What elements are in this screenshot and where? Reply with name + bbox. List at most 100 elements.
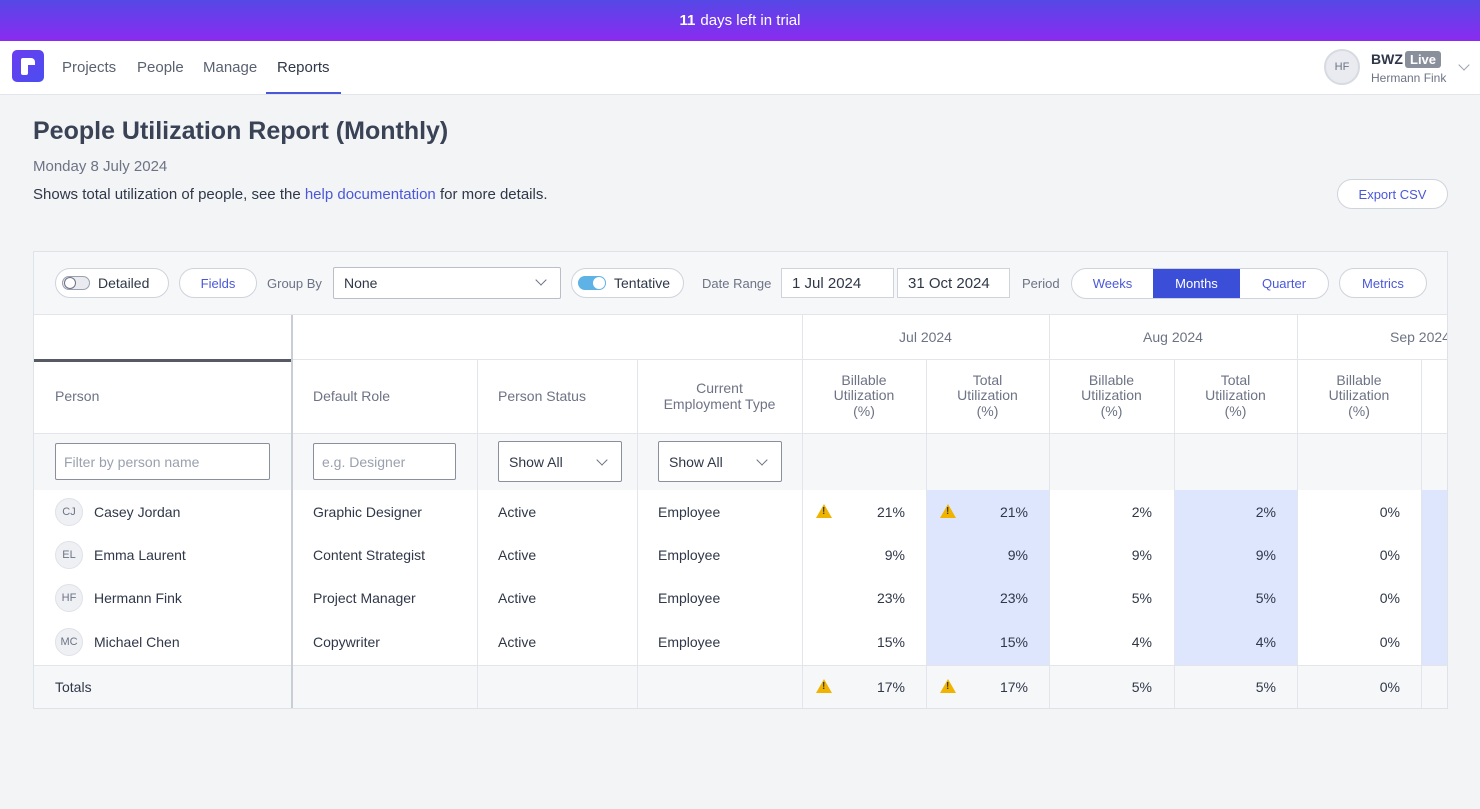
totals-sep-billable: 0% bbox=[1379, 679, 1400, 695]
sep-billable: 0% bbox=[1379, 547, 1400, 563]
report-table: Jul 2024 Aug 2024 Sep 2024 Person Defaul… bbox=[34, 315, 1448, 708]
person-name[interactable]: Hermann Fink bbox=[94, 590, 182, 606]
aug-total-highlight bbox=[1174, 490, 1297, 665]
employment-type: Employee bbox=[658, 547, 721, 563]
fields-button[interactable]: Fields bbox=[179, 268, 257, 298]
detailed-switch[interactable] bbox=[62, 276, 90, 290]
column-header-person[interactable]: Person bbox=[55, 388, 100, 404]
live-badge: Live bbox=[1405, 51, 1442, 68]
tentative-toggle[interactable]: Tentative bbox=[571, 268, 684, 298]
jul-billable: 23% bbox=[876, 590, 905, 606]
role: Graphic Designer bbox=[313, 504, 422, 520]
jul-total: 21% bbox=[999, 504, 1028, 520]
period-weeks[interactable]: Weeks bbox=[1092, 276, 1133, 291]
totals-aug-billable: 5% bbox=[1131, 679, 1152, 695]
sep-total-highlight bbox=[1421, 490, 1447, 665]
column-header-employment[interactable]: Current Employment Type bbox=[637, 359, 802, 433]
group-by-select[interactable]: None bbox=[333, 267, 561, 299]
month-header-sep: Sep 2024 bbox=[1390, 329, 1448, 345]
column-header-status[interactable]: Person Status bbox=[498, 388, 586, 404]
totals-jul-total: 17% bbox=[999, 679, 1028, 695]
employment-type: Employee bbox=[658, 504, 721, 520]
status: Active bbox=[498, 547, 537, 563]
nav-manage[interactable]: Manage bbox=[203, 59, 258, 76]
person-name[interactable]: Michael Chen bbox=[94, 634, 180, 650]
column-header-jul-billable[interactable]: Billable Utilization (%) bbox=[833, 371, 895, 419]
avatar: MC bbox=[55, 628, 83, 656]
person-filter-input[interactable]: Filter by person name bbox=[55, 443, 270, 480]
status-filter-select[interactable]: Show All bbox=[498, 441, 622, 482]
jul-total: 23% bbox=[999, 590, 1028, 606]
report-toolbar: Detailed Fields Group By None Tentative … bbox=[34, 252, 1447, 315]
account-menu-chevron-icon[interactable] bbox=[1458, 59, 1470, 71]
warning-icon bbox=[940, 504, 956, 518]
date-to-input[interactable]: 31 Oct 2024 bbox=[897, 268, 1010, 298]
account-name: BWZ bbox=[1371, 51, 1403, 67]
month-header-jul: Jul 2024 bbox=[899, 329, 952, 345]
period-months[interactable]: Months bbox=[1153, 269, 1240, 298]
status: Active bbox=[498, 590, 537, 606]
group-by-value: None bbox=[344, 275, 378, 291]
status: Active bbox=[498, 634, 537, 650]
sort-indicator bbox=[34, 359, 291, 362]
page-description: Shows total utilization of people, see t… bbox=[33, 186, 548, 203]
aug-billable: 5% bbox=[1131, 590, 1152, 606]
page-title: People Utilization Report (Monthly) bbox=[33, 117, 449, 145]
jul-billable: 15% bbox=[876, 634, 905, 650]
nav-projects[interactable]: Projects bbox=[62, 59, 117, 76]
aug-total: 4% bbox=[1255, 634, 1276, 650]
role: Project Manager bbox=[313, 590, 416, 606]
column-header-aug-total[interactable]: Total Utilization (%) bbox=[1205, 371, 1266, 419]
employment-type: Employee bbox=[658, 634, 721, 650]
tentative-switch[interactable] bbox=[578, 276, 606, 290]
aug-billable: 9% bbox=[1131, 547, 1152, 563]
person-name[interactable]: Casey Jordan bbox=[94, 504, 181, 520]
period-label: Period bbox=[1022, 276, 1060, 291]
chevron-down-icon bbox=[596, 454, 608, 466]
frozen-column-divider bbox=[291, 315, 293, 708]
column-header-sep-billable[interactable]: Billable Utilization (%) bbox=[1328, 371, 1390, 419]
page-date: Monday 8 July 2024 bbox=[33, 158, 168, 175]
nav-reports[interactable]: Reports bbox=[266, 41, 341, 94]
aug-total: 5% bbox=[1255, 590, 1276, 606]
avatar: EL bbox=[55, 541, 83, 569]
trial-days: 11 bbox=[679, 12, 696, 29]
sep-billable: 0% bbox=[1379, 590, 1400, 606]
detailed-toggle[interactable]: Detailed bbox=[55, 268, 169, 298]
user-name: Hermann Fink bbox=[1371, 71, 1447, 85]
person-name[interactable]: Emma Laurent bbox=[94, 547, 186, 563]
totals-label: Totals bbox=[55, 679, 92, 695]
group-by-label: Group By bbox=[267, 276, 322, 291]
totals-aug-total: 5% bbox=[1255, 679, 1276, 695]
column-header-aug-billable[interactable]: Billable Utilization (%) bbox=[1081, 371, 1142, 419]
detailed-label: Detailed bbox=[98, 275, 150, 291]
role: Content Strategist bbox=[313, 547, 426, 563]
desc-pre: Shows total utilization of people, see t… bbox=[33, 186, 305, 203]
date-from-input[interactable]: 1 Jul 2024 bbox=[781, 268, 894, 298]
chevron-down-icon bbox=[756, 454, 768, 466]
employment-filter-select[interactable]: Show All bbox=[658, 441, 782, 482]
help-documentation-link[interactable]: help documentation bbox=[304, 186, 436, 203]
column-header-jul-total[interactable]: Total Utilization (%) bbox=[957, 371, 1018, 419]
column-header-role[interactable]: Default Role bbox=[313, 388, 391, 404]
warning-icon bbox=[816, 504, 832, 518]
trial-text: days left in trial bbox=[700, 12, 801, 29]
jul-billable: 21% bbox=[876, 504, 905, 520]
sep-billable: 0% bbox=[1379, 634, 1400, 650]
nav-people[interactable]: People bbox=[137, 59, 184, 76]
aug-billable: 4% bbox=[1131, 634, 1152, 650]
aug-total: 2% bbox=[1255, 504, 1276, 520]
aug-billable: 2% bbox=[1131, 504, 1152, 520]
desc-post: for more details. bbox=[435, 186, 548, 203]
jul-total: 9% bbox=[1007, 547, 1028, 563]
period-quarter[interactable]: Quarter bbox=[1261, 276, 1307, 291]
aug-total: 9% bbox=[1255, 547, 1276, 563]
role-filter-input[interactable]: e.g. Designer bbox=[313, 443, 456, 480]
status: Active bbox=[498, 504, 537, 520]
app-logo-icon[interactable] bbox=[12, 50, 44, 82]
jul-total-highlight bbox=[926, 490, 1049, 665]
warning-icon bbox=[816, 679, 832, 693]
metrics-button[interactable]: Metrics bbox=[1339, 268, 1427, 298]
user-avatar[interactable]: HF bbox=[1324, 49, 1360, 85]
export-csv-button[interactable]: Export CSV bbox=[1337, 179, 1448, 209]
